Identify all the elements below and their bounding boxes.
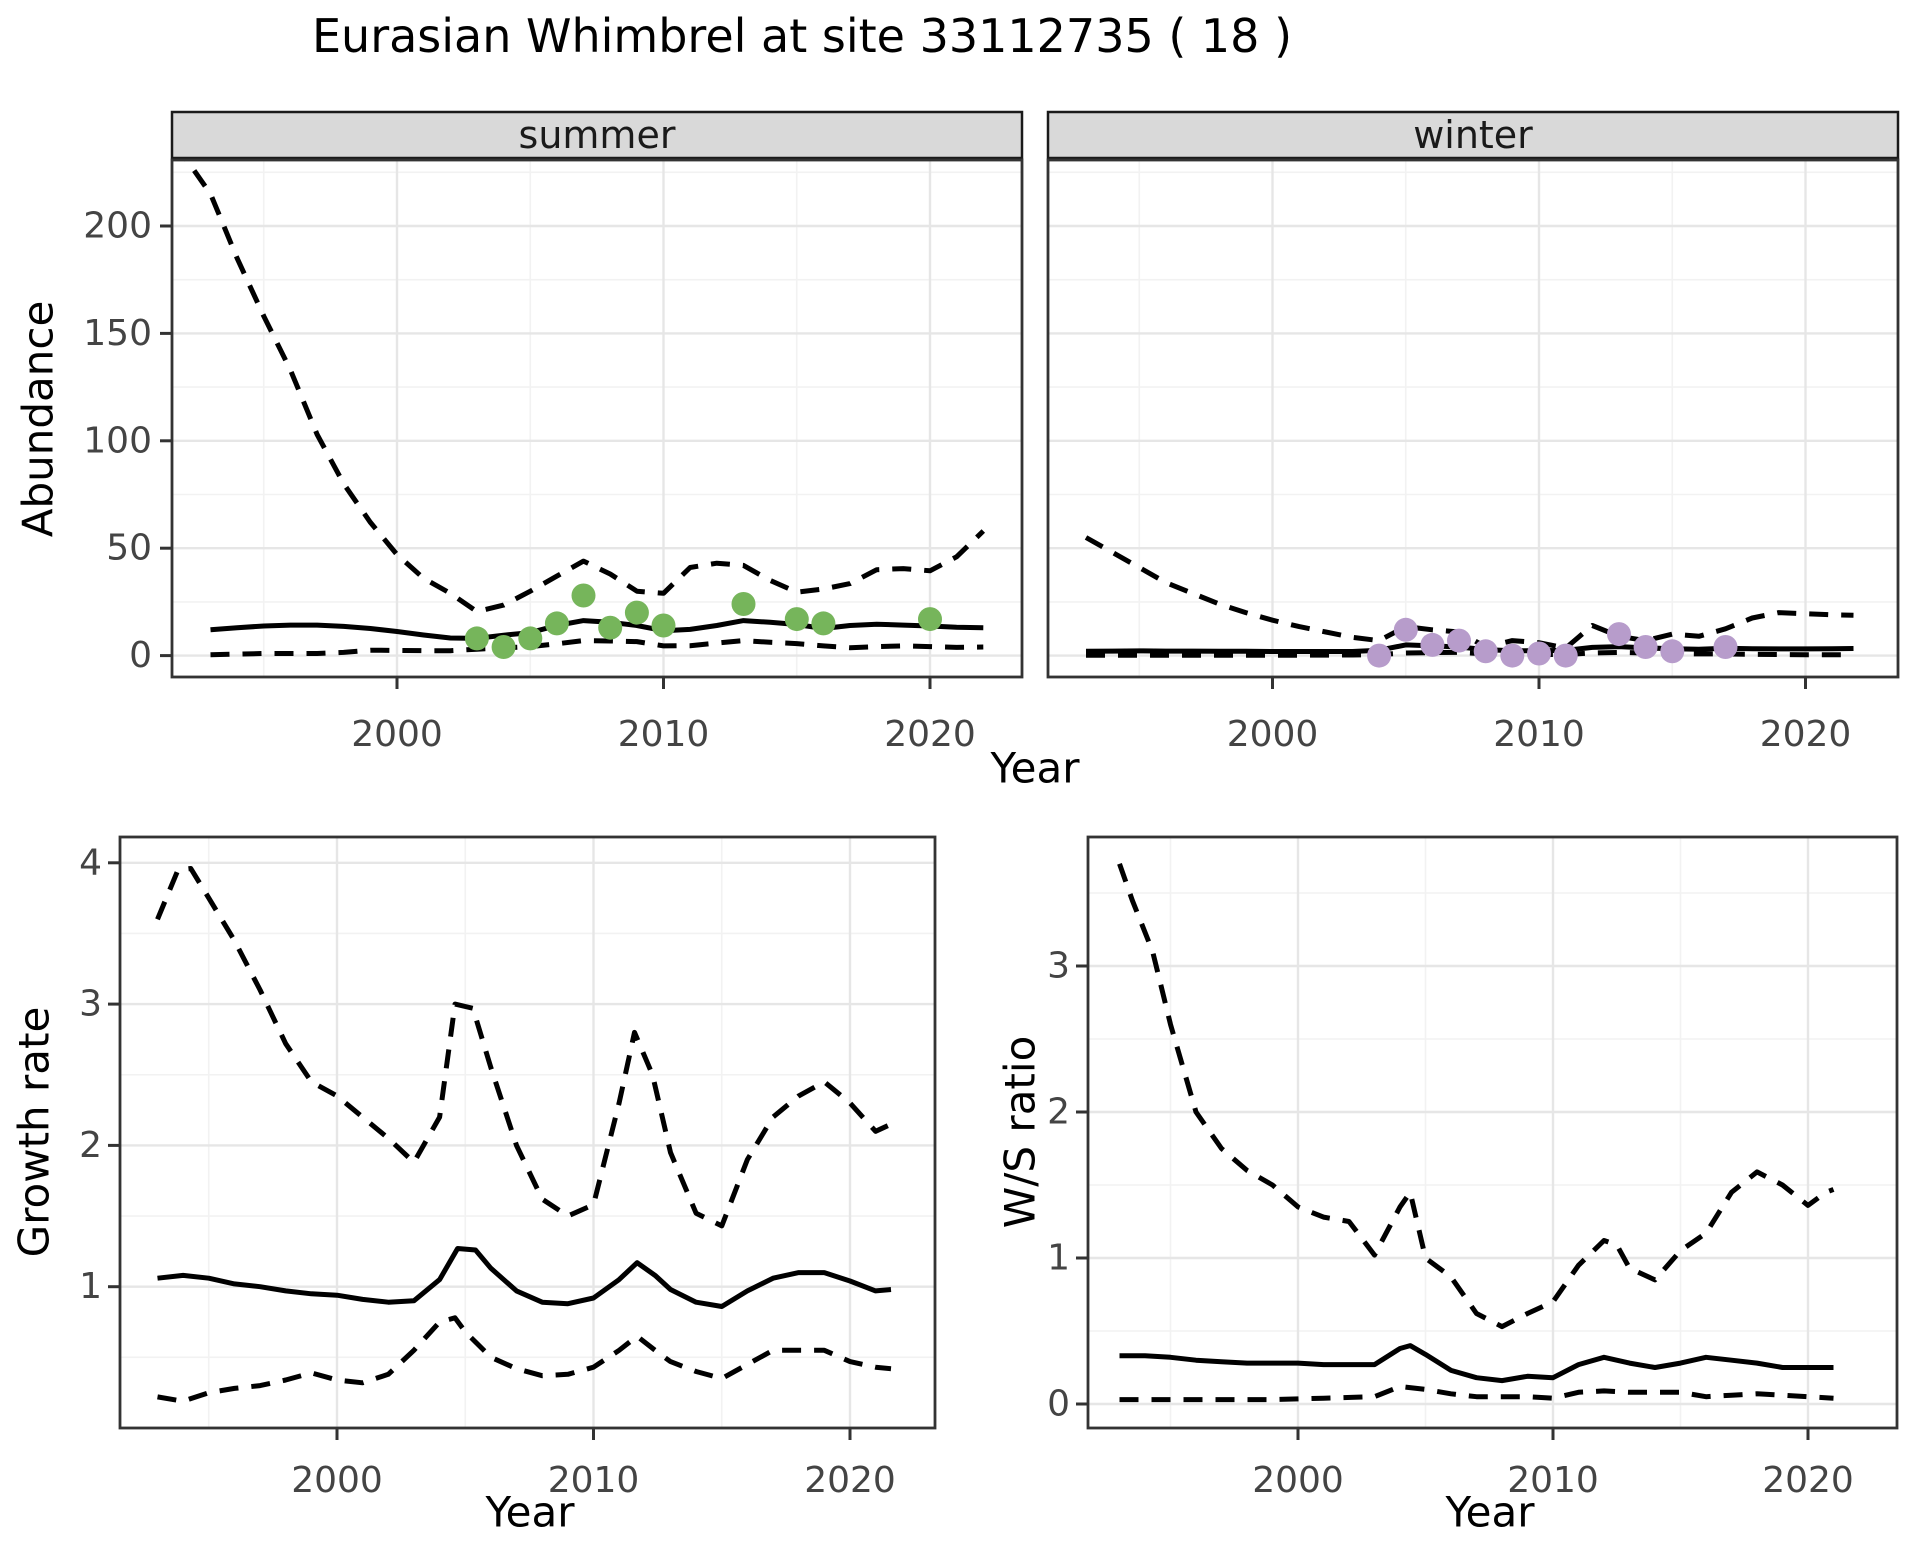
abundance_summer-observation-point [784, 607, 809, 632]
y-tick-label: 100 [83, 420, 152, 461]
y-tick-label: 0 [129, 635, 152, 676]
panel-border [1046, 158, 1900, 679]
plot-title: Eurasian Whimbrel at site 33112735 ( 18 … [311, 9, 1293, 63]
panel-background [1048, 160, 1898, 677]
panel-border [1086, 835, 1899, 1430]
panel-background [120, 837, 935, 1428]
panel-background [172, 160, 1022, 677]
series-group [1084, 535, 1854, 668]
ws_ratio-mean-line [1119, 1343, 1834, 1384]
axis-ticks: 2000 2010 2020 0 1 2 3 [1047, 946, 1854, 1502]
growth_rate-mean-line [157, 1246, 892, 1309]
x-tick-label: 2000 [351, 714, 443, 755]
y-tick-label: 2 [1047, 1092, 1070, 1133]
panel-background [1088, 837, 1897, 1428]
y-tick-label: 150 [83, 313, 152, 354]
y-axis-title-abundance: Abundance [13, 300, 63, 538]
y-tick-label: 1 [79, 1266, 102, 1307]
y-tick-label: 1 [1047, 1238, 1070, 1279]
abundance_winter-upper_ci-line [1084, 535, 1854, 651]
x-tick-label: 2020 [1760, 714, 1852, 755]
axis-ticks: 2000 2010 2020 [1227, 677, 1852, 755]
x-tick-label: 2000 [1252, 1460, 1344, 1501]
panel-border [118, 835, 937, 1430]
abundance_winter-observation-point [1447, 628, 1471, 653]
y-tick-label: 200 [83, 206, 152, 247]
x-tick-label: 2010 [1493, 714, 1585, 755]
gridlines [172, 160, 1022, 677]
x-tick-label: 2020 [884, 714, 976, 755]
x-tick-label: 2010 [1507, 1460, 1599, 1501]
facet-strip [1046, 110, 1900, 160]
y-tick-label: 4 [79, 842, 102, 883]
series-group [1117, 862, 1835, 1403]
abundance_summer-observation-point [598, 615, 623, 640]
x-axis-title-year-top: Year [990, 743, 1080, 793]
axis-ticks: 2000 2010 2020 0 50 100 150 200 [83, 206, 976, 756]
y-axis-title-growth-rate: Growth rate [9, 1006, 59, 1258]
abundance_summer-observation-point [518, 626, 543, 651]
series-group [155, 866, 893, 1404]
abundance_summer-mean-line [210, 618, 984, 641]
abundance_winter-observation-point [1367, 643, 1392, 668]
abundance_summer-observation-point [544, 611, 569, 636]
panel-border [170, 158, 1024, 679]
abundance_summer-lower_ci-line [210, 638, 984, 658]
x-axis-title-year-ws: Year [1445, 1487, 1535, 1537]
abundance_summer-observation-point [811, 611, 836, 636]
gridlines [120, 837, 935, 1428]
abundance_winter-observation-point [1633, 635, 1658, 659]
panel-ws: 2000 2010 2020 0 1 2 3 [1047, 835, 1899, 1502]
x-tick-label: 2020 [804, 1460, 896, 1501]
facet-strip-label: summer [519, 113, 676, 157]
ws_ratio-lower_ci-line [1119, 1384, 1834, 1403]
panel-winter: winter 2000 2010 2020 [1046, 110, 1900, 755]
abundance_summer-observation-point [731, 592, 756, 616]
x-tick-label: 2000 [291, 1460, 383, 1501]
panel-growth: 2000 2010 2020 1 2 3 4 [79, 835, 937, 1501]
abundance_summer-observation-point [571, 583, 596, 608]
abundance_summer-observation-point [624, 600, 649, 625]
facet-strip [170, 110, 1024, 160]
y-tick-label: 3 [1047, 946, 1070, 987]
abundance_winter-observation-point [1660, 639, 1685, 664]
abundance_summer-observation-point [651, 613, 676, 638]
abundance_summer-upper_ci-line [183, 160, 986, 615]
y-tick-label: 3 [79, 984, 102, 1025]
abundance_winter-observation-point [1393, 617, 1418, 642]
abundance_winter-observation-point [1607, 622, 1631, 647]
abundance_summer-observation-point [918, 607, 942, 632]
x-tick-label: 2020 [1762, 1460, 1854, 1501]
y-tick-label: 0 [1047, 1384, 1070, 1425]
y-tick-label: 2 [79, 1125, 102, 1166]
abundance_winter-observation-point [1713, 635, 1738, 659]
abundance_winter-observation-point [1527, 641, 1551, 666]
series-group [183, 160, 986, 659]
x-tick-label: 2000 [1227, 714, 1319, 755]
abundance_winter-observation-point [1553, 643, 1578, 668]
axis-ticks: 2000 2010 2020 1 2 3 4 [79, 842, 896, 1501]
growth_rate-lower_ci-line [157, 1315, 892, 1404]
y-tick-label: 50 [106, 528, 152, 569]
facet-strip-label: winter [1413, 113, 1533, 157]
panel-summer: summer 2000 2010 2020 0 50 100 150 200 [83, 110, 1024, 756]
abundance_summer-observation-point [464, 626, 489, 651]
gridlines [1048, 160, 1898, 677]
abundance_winter-observation-point [1420, 632, 1445, 657]
ws_ratio-upper_ci-line [1117, 862, 1835, 1330]
abundance_winter-observation-point [1473, 639, 1498, 664]
x-tick-label: 2010 [548, 1460, 640, 1501]
y-axis-title-ws-ratio: W/S ratio [995, 1035, 1045, 1229]
x-axis-title-year-growth: Year [485, 1487, 575, 1537]
gridlines [1088, 837, 1897, 1428]
x-tick-label: 2010 [618, 714, 710, 755]
abundance_winter-observation-point [1500, 643, 1525, 668]
growth_rate-upper_ci-line [155, 866, 893, 1229]
abundance_summer-observation-point [491, 635, 516, 659]
